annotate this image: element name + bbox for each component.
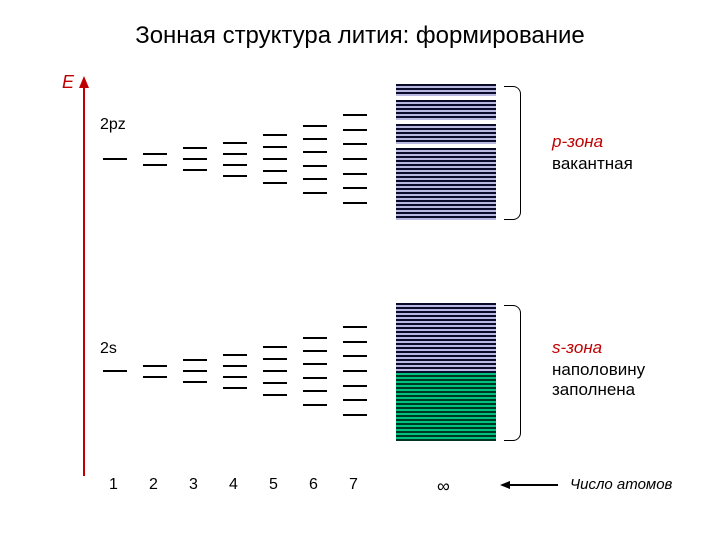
level-line	[143, 164, 167, 166]
y-axis	[83, 86, 85, 476]
level-line	[343, 129, 367, 131]
level-line	[343, 399, 367, 401]
level-line	[303, 404, 327, 406]
level-line	[303, 138, 327, 140]
level-line	[183, 169, 207, 171]
atoms-label: Число атомов	[570, 476, 672, 493]
level-line	[143, 153, 167, 155]
level-line	[343, 187, 367, 189]
level-line	[303, 350, 327, 352]
level-line	[183, 147, 207, 149]
level-line	[183, 359, 207, 361]
p-band	[396, 84, 496, 220]
level-line	[343, 355, 367, 357]
level-line	[223, 164, 247, 166]
level-line	[223, 153, 247, 155]
level-line	[223, 387, 247, 389]
level-line	[263, 158, 287, 160]
level-line	[303, 165, 327, 167]
label-2pz: 2pz	[100, 116, 126, 134]
page-title: Зонная структура лития: формирование	[70, 22, 650, 50]
column-number: 3	[189, 476, 198, 494]
column-number: 6	[309, 476, 318, 494]
level-line	[303, 377, 327, 379]
level-line	[343, 143, 367, 145]
title-text: Зонная структура лития: формирование	[135, 22, 585, 49]
level-line	[303, 192, 327, 194]
p-band-label-black: вакантная	[552, 154, 633, 174]
level-line	[263, 358, 287, 360]
level-line	[183, 381, 207, 383]
level-line	[263, 370, 287, 372]
column-number: 7	[349, 476, 358, 494]
level-line	[183, 370, 207, 372]
level-line	[263, 182, 287, 184]
level-line	[343, 158, 367, 160]
level-line	[303, 390, 327, 392]
level-line	[303, 178, 327, 180]
level-line	[303, 337, 327, 339]
level-line	[183, 158, 207, 160]
level-line	[343, 385, 367, 387]
s-band-label-red: s-зона	[552, 338, 602, 358]
level-line	[263, 346, 287, 348]
level-line	[103, 158, 127, 160]
s-band-label-black: наполовину заполнена	[552, 360, 645, 400]
level-line	[143, 365, 167, 367]
level-line	[343, 414, 367, 416]
s-band-bracket	[504, 305, 521, 441]
level-line	[223, 354, 247, 356]
level-line	[223, 142, 247, 144]
level-line	[343, 370, 367, 372]
p-band-bracket	[504, 86, 521, 220]
column-number: 2	[149, 476, 158, 494]
s-band	[396, 303, 496, 441]
infinity-symbol: ∞	[437, 476, 450, 497]
level-line	[343, 173, 367, 175]
column-number: 4	[229, 476, 238, 494]
level-line	[303, 125, 327, 127]
label-2s: 2s	[100, 340, 117, 358]
level-line	[343, 202, 367, 204]
column-number: 1	[109, 476, 118, 494]
level-line	[343, 326, 367, 328]
band-stripe	[396, 439, 496, 441]
level-line	[263, 170, 287, 172]
level-line	[303, 363, 327, 365]
axis-e-label: E	[62, 72, 74, 93]
level-line	[223, 376, 247, 378]
level-line	[263, 134, 287, 136]
p-band-label-red: p-зона	[552, 132, 603, 152]
level-line	[263, 146, 287, 148]
level-line	[223, 365, 247, 367]
level-line	[343, 114, 367, 116]
level-line	[263, 382, 287, 384]
atoms-arrow-line	[510, 484, 558, 486]
level-line	[103, 370, 127, 372]
level-line	[263, 394, 287, 396]
level-line	[223, 175, 247, 177]
band-stripe	[396, 218, 496, 220]
level-line	[343, 341, 367, 343]
atoms-arrow-head	[500, 481, 510, 489]
level-line	[143, 376, 167, 378]
level-line	[303, 151, 327, 153]
column-number: 5	[269, 476, 278, 494]
